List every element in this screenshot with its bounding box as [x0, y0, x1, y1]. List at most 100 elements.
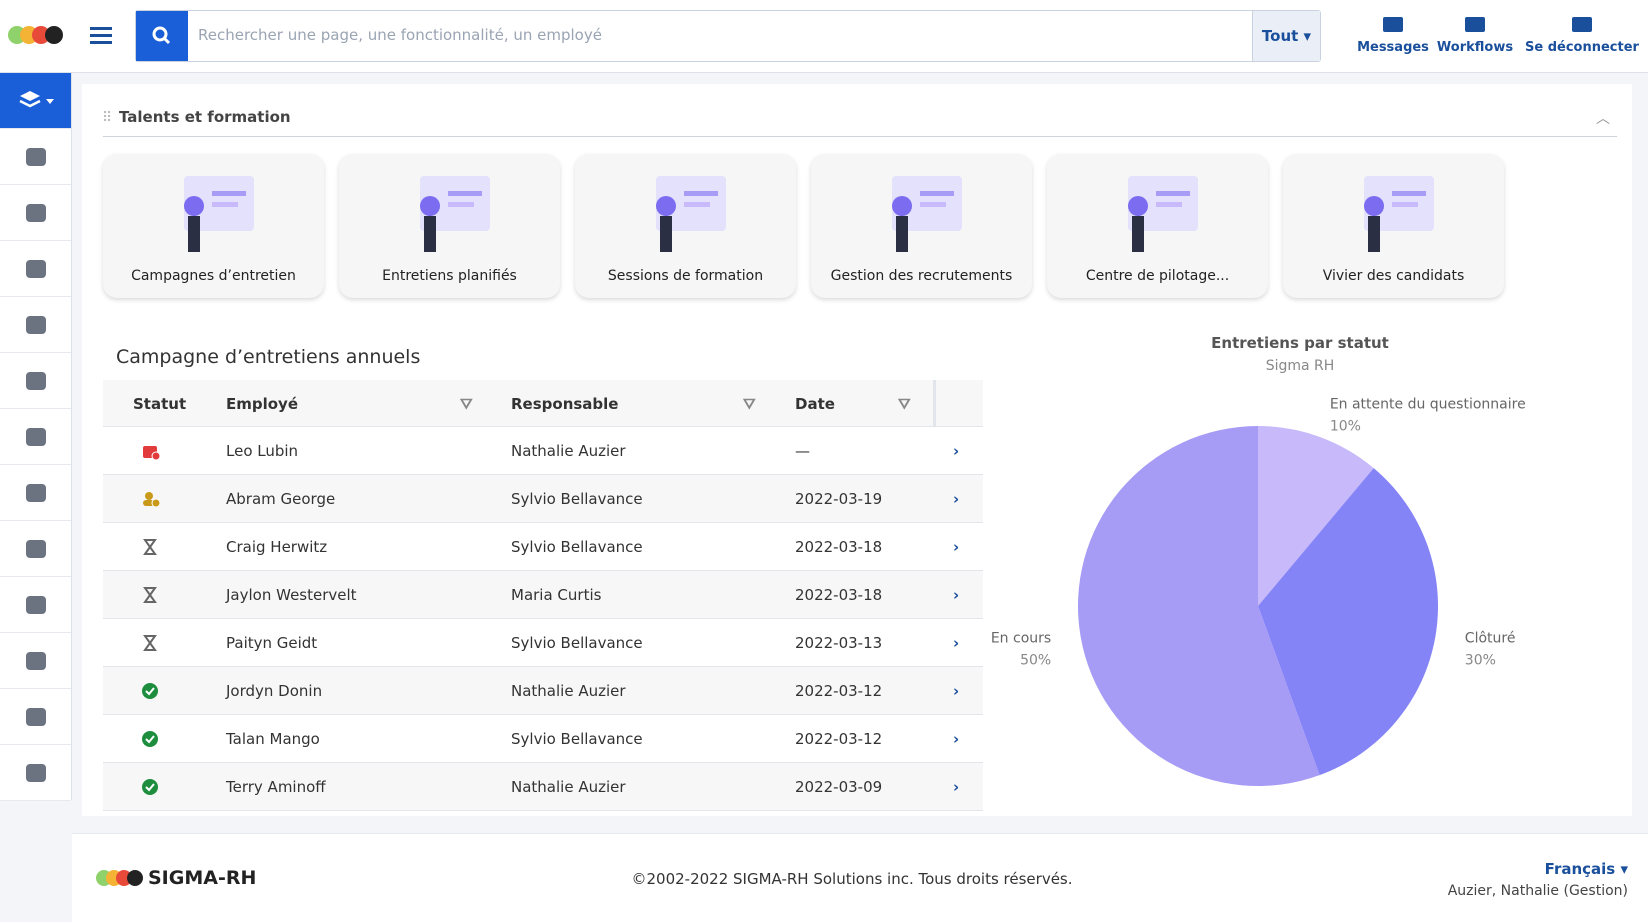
drag-handle: ⠿: [102, 110, 113, 126]
scope-select[interactable]: Tout ▾: [1252, 11, 1320, 61]
column-header: Date: [795, 395, 835, 413]
sidebar-item[interactable]: [0, 745, 71, 801]
collapse-button[interactable]: ︿: [1596, 111, 1610, 127]
status-icon: [143, 446, 161, 460]
cell: Terry Aminoff: [226, 778, 326, 796]
sidebar-item[interactable]: [0, 521, 71, 577]
menu-button[interactable]: [90, 25, 114, 47]
row-open[interactable]: ›: [953, 778, 960, 796]
header-action-label: Workflows: [1436, 40, 1514, 55]
status-icon: [143, 587, 157, 603]
slice-value: 50%: [1020, 652, 1051, 668]
cell: Jordyn Donin: [226, 682, 323, 700]
row-open[interactable]: ›: [953, 442, 960, 460]
tile[interactable]: Centre de pilotage...: [1047, 154, 1268, 298]
tile[interactable]: Gestion des recrutements: [811, 154, 1032, 298]
table-row: Abram George Sylvio Bellavance 2022-03-19 ›: [103, 475, 983, 523]
table-row: Jordyn Donin Nathalie Auzier 2022-03-12 ›: [103, 667, 983, 715]
slice-value: 30%: [1465, 652, 1496, 668]
search-placeholder: Rechercher une page, une fonctionnalité,…: [198, 26, 602, 44]
table-header: Statut Employé ⛛ Responsable ⛛ Date ⛛: [103, 380, 983, 427]
slice-value: 10%: [1330, 419, 1361, 435]
table-row: Talan Mango Sylvio Bellavance 2022-03-12 ›: [103, 715, 983, 763]
cell: 2022-03-19: [795, 490, 883, 508]
status-icon: [142, 683, 158, 699]
scope-label: Tout: [1261, 27, 1299, 45]
table-row: Paityn Geidt Sylvio Bellavance 2022-03-13 ›: [103, 619, 983, 667]
row-open[interactable]: ›: [953, 490, 960, 508]
column-filter[interactable]: ⛛: [898, 395, 911, 413]
column-header: Employé: [226, 395, 299, 413]
status-icon: [142, 731, 158, 747]
cell: Nathalie Auzier: [511, 778, 626, 796]
tile-label: Centre de pilotage...: [1085, 268, 1230, 284]
cell: Maria Curtis: [511, 586, 602, 604]
cell: Craig Herwitz: [226, 538, 328, 556]
slice-label: En attente du questionnaire: [1330, 397, 1526, 413]
row-open[interactable]: ›: [953, 634, 960, 652]
status-icon: [143, 635, 157, 651]
cell: 2022-03-18: [795, 586, 883, 604]
row-open[interactable]: ›: [953, 730, 960, 748]
row-open[interactable]: ›: [953, 586, 960, 604]
sidebar-item[interactable]: [0, 633, 71, 689]
section-title: Talents et formation: [119, 108, 291, 126]
chart-subtitle: Sigma RH: [1266, 358, 1335, 374]
copyright-text: ©2002-2022 SIGMA-RH Solutions inc. Tous …: [631, 870, 1073, 888]
sidebar-item[interactable]: [0, 185, 71, 241]
row-open[interactable]: ›: [953, 538, 960, 556]
language-select[interactable]: Français ▾: [1544, 860, 1628, 878]
sidebar-item[interactable]: [0, 689, 71, 745]
header-action[interactable]: Workflows: [1436, 14, 1514, 55]
sidebar-item[interactable]: [0, 353, 71, 409]
header-action[interactable]: Messages: [1354, 14, 1432, 55]
tile[interactable]: Vivier des candidats: [1283, 154, 1504, 298]
pie-slice: [1078, 426, 1320, 786]
status-icon: [143, 492, 161, 508]
cell: Sylvio Bellavance: [511, 538, 643, 556]
header-action-label: Messages: [1357, 40, 1429, 55]
header-action-label: Se déconnecter: [1525, 40, 1639, 55]
footer: SIGMA-RH ©2002-2022 SIGMA-RH Solutions i…: [72, 833, 1648, 922]
tile[interactable]: Entretiens planifiés: [339, 154, 560, 298]
tile[interactable]: Campagnes d’entretien: [103, 154, 324, 298]
cell: 2022-03-12: [795, 730, 883, 748]
header-action[interactable]: Se déconnecter: [1524, 14, 1640, 55]
sidebar-active[interactable]: [0, 73, 71, 129]
tile[interactable]: Sessions de formation: [575, 154, 796, 298]
tile-label: Entretiens planifiés: [382, 268, 517, 284]
status-icon: [143, 539, 157, 555]
table-row: Jaylon Westervelt Maria Curtis 2022-03-18 ›: [103, 571, 983, 619]
cell: Abram George: [226, 490, 336, 508]
sidebar-item[interactable]: [0, 241, 71, 297]
sidebar-item[interactable]: [0, 409, 71, 465]
section-rule: [103, 136, 1617, 137]
column-filter[interactable]: ⛛: [743, 395, 756, 413]
sidebar-item[interactable]: [0, 465, 71, 521]
cell: Nathalie Auzier: [511, 442, 626, 460]
sidebar-item[interactable]: [0, 577, 71, 633]
table-row: Terry Aminoff Nathalie Auzier 2022-03-09 ›: [103, 763, 983, 811]
cell: Sylvio Bellavance: [511, 634, 643, 652]
search-button[interactable]: [136, 11, 188, 61]
search-box[interactable]: Rechercher une page, une fonctionnalité,…: [135, 10, 1321, 62]
sidebar-item[interactable]: [0, 129, 71, 185]
column-filter[interactable]: ⛛: [460, 395, 473, 413]
cell: Sylvio Bellavance: [511, 490, 643, 508]
pie-slice: [1258, 426, 1374, 606]
top-bar: Rechercher une page, une fonctionnalité,…: [0, 0, 1648, 73]
cell: Jaylon Westervelt: [226, 586, 357, 604]
cell: 2022-03-18: [795, 538, 883, 556]
table-row: Craig Herwitz Sylvio Bellavance 2022-03-18…: [103, 523, 983, 571]
cell: —: [795, 442, 810, 460]
row-open[interactable]: ›: [953, 682, 960, 700]
sidebar-item[interactable]: [0, 297, 71, 353]
chart-title: Entretiens par statut: [1211, 334, 1389, 352]
tile-label: Vivier des candidats: [1322, 268, 1465, 284]
cell: 2022-03-13: [795, 634, 883, 652]
table-row: Leo Lubin Nathalie Auzier — ›: [103, 427, 983, 475]
status-icon: [142, 779, 158, 795]
sidebar: [0, 73, 72, 801]
cell: Sylvio Bellavance: [511, 730, 643, 748]
